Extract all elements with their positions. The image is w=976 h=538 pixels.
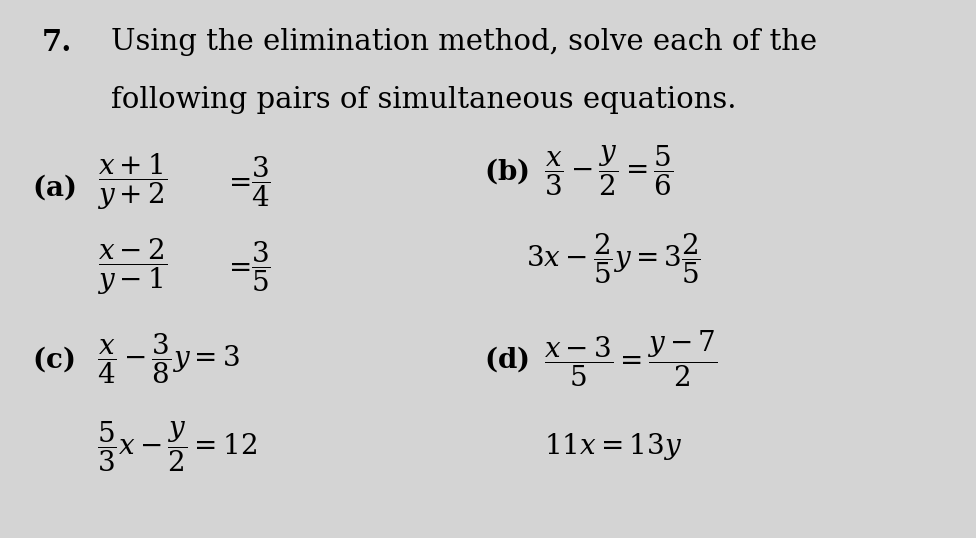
Text: $\dfrac{x-2}{y-1}$: $\dfrac{x-2}{y-1}$ — [98, 236, 168, 296]
Text: following pairs of simultaneous equations.: following pairs of simultaneous equation… — [111, 86, 737, 114]
Text: $\dfrac{5}{3}x-\dfrac{y}{2}=12$: $\dfrac{5}{3}x-\dfrac{y}{2}=12$ — [98, 419, 258, 474]
Text: $\mathbf{(a)}$: $\mathbf{(a)}$ — [32, 172, 75, 202]
Text: Using the elimination method, solve each of the: Using the elimination method, solve each… — [111, 28, 817, 56]
Text: $\dfrac{x}{4}-\dfrac{3}{8}y=3$: $\dfrac{x}{4}-\dfrac{3}{8}y=3$ — [98, 332, 240, 386]
Text: 7.: 7. — [41, 28, 72, 57]
Text: $\dfrac{x+1}{y+2}$: $\dfrac{x+1}{y+2}$ — [98, 151, 168, 212]
Text: $=$: $=$ — [223, 168, 251, 195]
Text: $\dfrac{3}{5}$: $\dfrac{3}{5}$ — [251, 239, 270, 294]
Text: $\mathbf{(b)}$: $\mathbf{(b)}$ — [484, 156, 529, 186]
Text: $11x=13y$: $11x=13y$ — [545, 431, 682, 462]
Text: $=$: $=$ — [223, 253, 251, 280]
Text: $\dfrac{x}{3}-\dfrac{y}{2}=\dfrac{5}{6}$: $\dfrac{x}{3}-\dfrac{y}{2}=\dfrac{5}{6}$ — [545, 144, 673, 199]
Text: $3x-\dfrac{2}{5}y=3\dfrac{2}{5}$: $3x-\dfrac{2}{5}y=3\dfrac{2}{5}$ — [525, 231, 701, 286]
Text: $\dfrac{x-3}{5}=\dfrac{y-7}{2}$: $\dfrac{x-3}{5}=\dfrac{y-7}{2}$ — [545, 329, 717, 390]
Text: $\mathbf{(c)}$: $\mathbf{(c)}$ — [32, 344, 74, 374]
Text: $\mathbf{(d)}$: $\mathbf{(d)}$ — [484, 344, 529, 374]
Text: $\dfrac{3}{4}$: $\dfrac{3}{4}$ — [251, 154, 270, 209]
